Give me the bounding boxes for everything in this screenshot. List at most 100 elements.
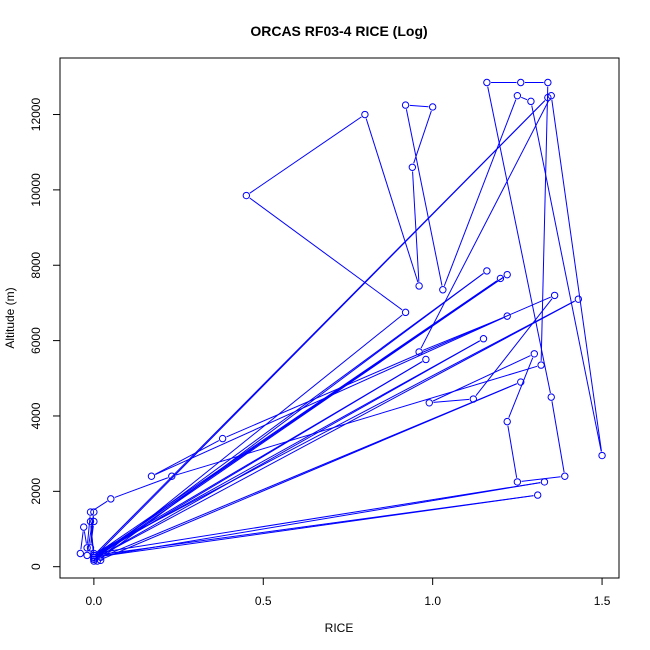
data-point (361, 110, 369, 119)
data-point (439, 286, 447, 294)
data-point (415, 348, 423, 356)
series-segment (103, 314, 403, 556)
x-axis: 0.0 0.5 1.0 1.5 (86, 577, 611, 608)
data-point (547, 393, 555, 401)
data-point (401, 101, 410, 109)
data-point (86, 508, 95, 516)
data-point (503, 417, 511, 426)
series-segment (97, 482, 541, 558)
series-segment (87, 516, 91, 544)
data-point (483, 267, 491, 275)
series-segment (249, 197, 403, 311)
data-point (425, 399, 433, 407)
data-point (90, 549, 98, 558)
series-segment (409, 104, 429, 108)
series-segment (508, 357, 534, 418)
x-tick-label: 0.0 (86, 594, 103, 608)
data-point (550, 291, 559, 300)
data-point (428, 103, 437, 111)
data-point (537, 361, 545, 369)
series-segment (97, 495, 534, 556)
x-axis-label: RICE (325, 621, 354, 635)
series-segment (365, 118, 419, 283)
data-point (218, 434, 227, 443)
series-segment (175, 365, 538, 476)
data-point (415, 282, 423, 290)
series-segment (551, 401, 565, 473)
data-point (561, 472, 569, 480)
series-segment (104, 383, 518, 557)
data-point (517, 378, 525, 386)
data-point (479, 335, 488, 343)
x-tick-label: 0.5 (255, 594, 272, 608)
data-series (76, 78, 606, 565)
series-segment (114, 477, 169, 498)
data-point (533, 491, 542, 499)
data-point (96, 553, 105, 561)
series-segment (97, 340, 481, 558)
series-segment (97, 300, 575, 558)
series-segment (521, 96, 528, 101)
data-point (574, 295, 583, 303)
series-segment (521, 476, 561, 482)
series-segment (475, 298, 553, 397)
y-tick-label: 4000 (29, 402, 43, 429)
series-segment (226, 296, 551, 438)
series-segment (155, 317, 504, 475)
series-segment (93, 500, 108, 511)
data-point (547, 91, 555, 100)
y-axis: 0 2000 4000 6000 8000 10000 12000 (29, 98, 60, 570)
data-point (83, 544, 91, 552)
series-segment (412, 171, 420, 282)
data-point (86, 544, 95, 552)
data-point (503, 312, 511, 320)
chart-title: ORCAS RF03-4 RICE (Log) (250, 23, 427, 39)
data-point (76, 549, 85, 558)
data-point (107, 495, 115, 503)
series-segment (540, 86, 549, 361)
data-point (90, 517, 98, 526)
data-point (503, 270, 511, 279)
y-tick-label: 8000 (29, 252, 43, 279)
series-segment (413, 110, 432, 164)
data-point (527, 97, 535, 106)
y-tick-label: 10000 (29, 173, 43, 207)
series-segment (83, 531, 87, 544)
y-tick-label: 6000 (29, 327, 43, 354)
data-point (540, 478, 549, 486)
data-point (168, 472, 176, 480)
data-point (544, 78, 552, 87)
data-point (83, 551, 91, 560)
series-segment (97, 340, 481, 554)
data-point (513, 478, 522, 486)
series-segment (96, 272, 484, 558)
data-point (483, 78, 491, 87)
series-segment (80, 531, 84, 550)
series-segment (405, 109, 443, 286)
data-point (147, 472, 156, 480)
series-segment (96, 100, 546, 553)
series-segment (97, 482, 541, 554)
series-segment (154, 440, 220, 475)
data-point (469, 395, 478, 403)
data-point (496, 274, 505, 283)
data-point (90, 508, 98, 516)
x-tick-label: 1.0 (424, 594, 441, 608)
data-point (242, 191, 251, 200)
series-segment (507, 425, 518, 478)
x-tick-label: 1.5 (594, 594, 611, 608)
series-segment (551, 99, 602, 452)
series-segment (100, 273, 484, 559)
data-point (80, 523, 88, 531)
y-tick-label: 2000 (29, 478, 43, 505)
series-segment (433, 398, 470, 403)
data-point (517, 78, 525, 87)
data-point (96, 556, 105, 564)
data-point (513, 91, 522, 100)
series-segment (90, 525, 94, 544)
series-segment (432, 355, 531, 402)
data-point (408, 163, 417, 171)
series-segment (420, 99, 550, 349)
series-segment (531, 105, 602, 452)
